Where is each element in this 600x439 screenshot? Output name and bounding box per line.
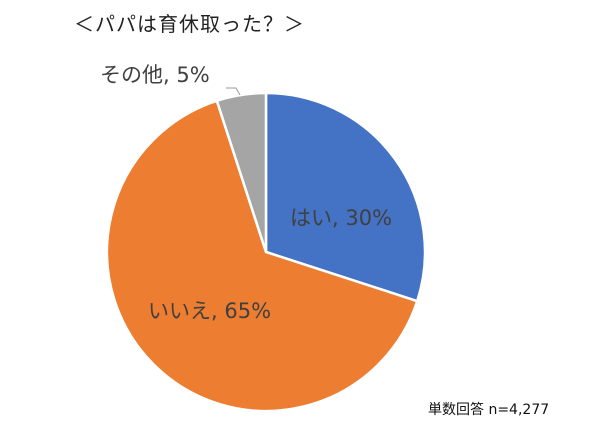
slice-label-0: はい, 30%: [290, 206, 392, 230]
leader-line: [226, 87, 241, 96]
slice-label-1: いいえ, 65%: [148, 299, 271, 323]
chart-title: ＜パパは育休取った？＞: [74, 12, 305, 36]
slice-label-2: その他, 5%: [100, 63, 210, 87]
pie-slice-2: [215, 91, 268, 253]
pie-slice-1: [105, 99, 419, 413]
sample-size-note: 単数回答 n=4,277: [428, 402, 550, 418]
pie-slice-0: [264, 91, 427, 303]
